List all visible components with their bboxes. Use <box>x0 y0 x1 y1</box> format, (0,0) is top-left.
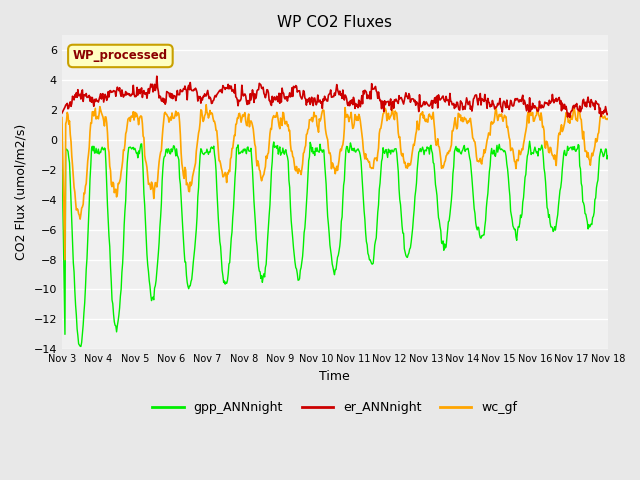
gpp_ANNnight <box>58 144 66 150</box>
er_ANNnight <box>402 90 410 96</box>
gpp_ANNnight <box>209 146 217 152</box>
er_ANNnight <box>124 91 132 96</box>
gpp_ANNnight <box>125 144 132 150</box>
X-axis label: Time: Time <box>319 370 350 383</box>
wc_gf <box>403 163 410 169</box>
Line: wc_gf: wc_gf <box>62 105 608 260</box>
wc_gf <box>68 163 76 168</box>
gpp_ANNnight <box>604 153 612 158</box>
wc_gf <box>210 119 218 124</box>
gpp_ANNnight <box>402 252 410 258</box>
Line: er_ANNnight: er_ANNnight <box>62 76 608 117</box>
wc_gf <box>125 115 132 121</box>
Legend: gpp_ANNnight, er_ANNnight, wc_gf: gpp_ANNnight, er_ANNnight, wc_gf <box>147 396 522 420</box>
gpp_ANNnight <box>418 146 426 152</box>
wc_gf <box>180 176 188 181</box>
Y-axis label: CO2 Flux (umol/m2/s): CO2 Flux (umol/m2/s) <box>15 124 28 261</box>
er_ANNnight <box>58 110 66 116</box>
gpp_ANNnight <box>77 344 84 349</box>
wc_gf <box>419 109 426 115</box>
gpp_ANNnight <box>68 219 76 225</box>
wc_gf <box>61 257 68 263</box>
gpp_ANNnight <box>526 138 534 144</box>
Line: gpp_ANNnight: gpp_ANNnight <box>62 141 608 347</box>
Title: WP CO2 Fluxes: WP CO2 Fluxes <box>277 15 392 30</box>
wc_gf <box>58 115 66 120</box>
wc_gf <box>202 102 210 108</box>
gpp_ANNnight <box>180 249 188 254</box>
wc_gf <box>604 116 612 121</box>
er_ANNnight <box>418 103 426 109</box>
Text: WP_processed: WP_processed <box>73 49 168 62</box>
er_ANNnight <box>209 98 217 104</box>
er_ANNnight <box>180 86 188 92</box>
er_ANNnight <box>566 114 573 120</box>
er_ANNnight <box>604 111 612 117</box>
er_ANNnight <box>153 73 161 79</box>
er_ANNnight <box>68 100 76 106</box>
